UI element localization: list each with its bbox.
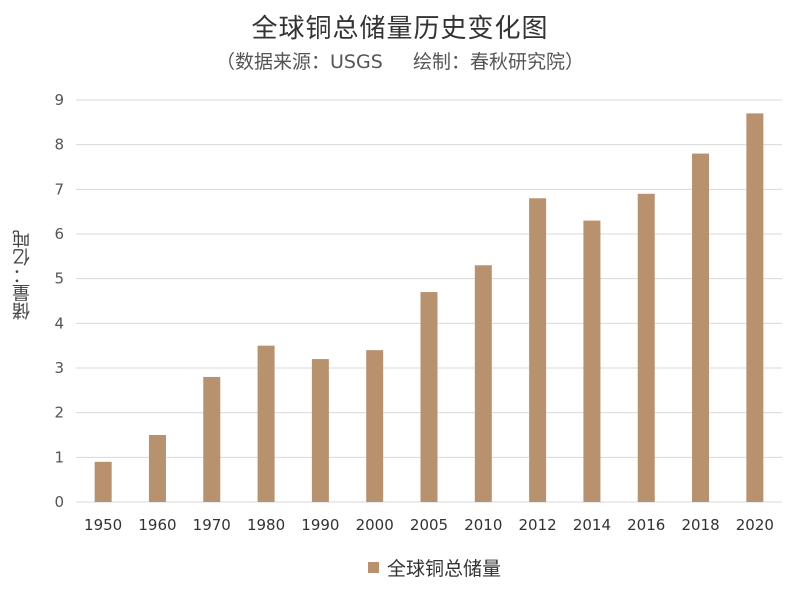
- x-tick-label: 1950: [84, 516, 122, 534]
- y-tick-label: 2: [54, 404, 64, 422]
- x-tick-label: 2016: [627, 516, 665, 534]
- bar: [474, 265, 492, 502]
- x-tick-label: 1990: [301, 516, 339, 534]
- x-tick-label: 2012: [519, 516, 557, 534]
- legend: 全球铜总储量: [368, 555, 502, 580]
- x-tick-label: 2005: [410, 516, 448, 534]
- y-axis-label: 储量：亿吨: [12, 230, 33, 320]
- x-tick-label: 1970: [193, 516, 231, 534]
- bar: [420, 292, 438, 502]
- y-tick-label: 8: [54, 136, 64, 154]
- bar: [529, 198, 547, 502]
- x-tick-label: 2010: [464, 516, 502, 534]
- bar: [692, 153, 710, 502]
- bar: [148, 435, 166, 502]
- x-tick-label: 2014: [573, 516, 611, 534]
- bar: [94, 461, 112, 502]
- legend-label: 全球铜总储量: [387, 557, 502, 580]
- y-tick-label: 0: [54, 493, 64, 511]
- y-tick-label: 9: [54, 91, 64, 109]
- y-tick-label: 4: [54, 314, 64, 332]
- x-tick-label: 2018: [681, 516, 719, 534]
- x-tick-label: 1980: [247, 516, 285, 534]
- x-tick-label: 2000: [356, 516, 394, 534]
- bar: [637, 193, 655, 503]
- bar: [203, 376, 221, 502]
- bar: [583, 220, 601, 502]
- x-tick-label: 2020: [736, 516, 774, 534]
- chart-title: 全球铜总储量历史变化图: [251, 14, 549, 44]
- legend-swatch: [368, 561, 379, 573]
- bar: [746, 113, 764, 503]
- y-tick-label: 7: [54, 180, 64, 198]
- x-tick-label: 1960: [138, 516, 176, 534]
- bar: [366, 350, 384, 502]
- y-tick-label: 3: [54, 359, 64, 377]
- chart-subtitle: （数据来源：USGS 绘制：春秋研究院）: [216, 51, 584, 73]
- bar: [311, 359, 329, 502]
- y-tick-label: 5: [54, 270, 64, 288]
- y-tick-label: 6: [54, 225, 64, 243]
- y-tick-label: 1: [54, 448, 64, 466]
- bar: [257, 345, 275, 502]
